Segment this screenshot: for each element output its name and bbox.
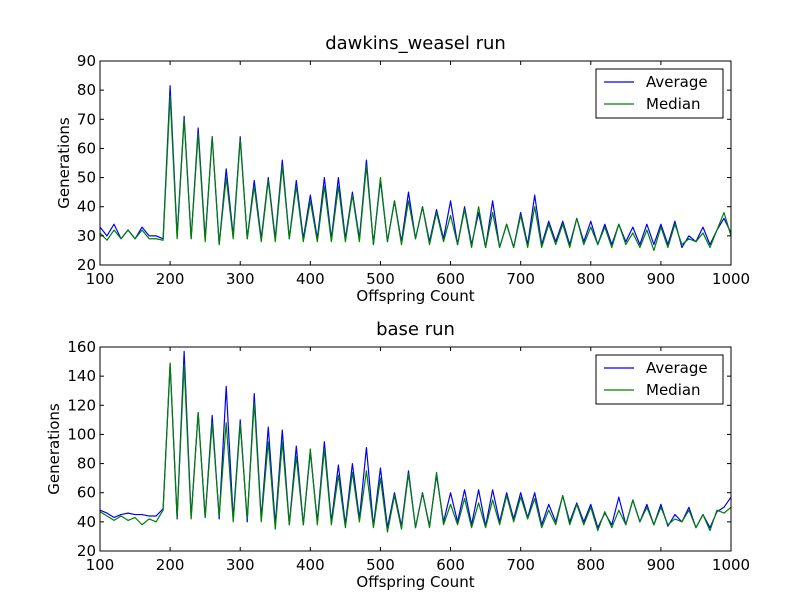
y-tick-label: 60: [77, 139, 96, 157]
y-tick-label: 160: [67, 338, 96, 356]
plot-area-frame: [99, 60, 732, 266]
x-tick-label: 1000: [712, 556, 750, 574]
x-tick-label: 300: [226, 556, 255, 574]
x-tick-label: 500: [366, 270, 395, 288]
legend-box: [595, 354, 724, 405]
x-tick-label: 1000: [712, 270, 750, 288]
plot-area-frame: [99, 346, 732, 552]
x-axis-label: Offspring Count: [356, 573, 474, 591]
legend-box: [595, 68, 724, 119]
x-tick-label: 400: [296, 556, 325, 574]
base-run-chart: 100 200 300 400 500 600 700 800 900 1000 20 40 60 80 1…: [45, 319, 750, 591]
y-tick-label: 40: [77, 513, 96, 531]
y-tick-label: 60: [77, 484, 96, 502]
legend-label-average: Average: [646, 73, 708, 91]
x-tick-label: 300: [226, 270, 255, 288]
y-tick-label: 20: [77, 256, 96, 274]
y-tick-label: 80: [77, 81, 96, 99]
y-tick-label: 30: [77, 227, 96, 245]
y-tick-label: 80: [77, 455, 96, 473]
legend-label-median: Median: [646, 381, 701, 399]
x-tick-label: 800: [576, 556, 605, 574]
x-tick-label: 700: [506, 556, 535, 574]
x-tick-label: 200: [156, 270, 185, 288]
legend-label-median: Median: [646, 95, 701, 113]
x-tick-label: 400: [296, 270, 325, 288]
x-axis-label: Offspring Count: [356, 287, 474, 305]
chart-title: base run: [376, 319, 455, 340]
x-tick-label: 900: [647, 556, 676, 574]
series-line-median: [99, 95, 732, 252]
y-tick-label: 100: [67, 425, 96, 443]
legend-label-average: Average: [646, 359, 708, 377]
x-tick-label: 200: [156, 556, 185, 574]
x-tick-label: 100: [86, 270, 115, 288]
y-axis-label: Generations: [45, 403, 63, 495]
dawkins-weasel-chart: 100 200 300 400 500 600 700 800 900 1000 20 30 40 50 6…: [55, 33, 750, 305]
y-tick-label: 40: [77, 198, 96, 216]
y-tick-label: 70: [77, 110, 96, 128]
x-tick-label: 900: [647, 270, 676, 288]
x-tick-label: 600: [436, 556, 465, 574]
x-tick-label: 800: [576, 270, 605, 288]
y-tick-label: 90: [77, 52, 96, 70]
y-tick-label: 120: [67, 396, 96, 414]
series-line-median: [99, 362, 732, 533]
x-tick-label: 100: [86, 556, 115, 574]
x-tick-label: 600: [436, 270, 465, 288]
y-tick-label: 50: [77, 169, 96, 187]
y-tick-label: 20: [77, 542, 96, 560]
x-tick-label: 700: [506, 270, 535, 288]
y-axis-label: Generations: [55, 117, 73, 209]
x-tick-label: 500: [366, 556, 395, 574]
chart-title: dawkins_weasel run: [325, 33, 506, 54]
y-tick-label: 140: [67, 367, 96, 385]
